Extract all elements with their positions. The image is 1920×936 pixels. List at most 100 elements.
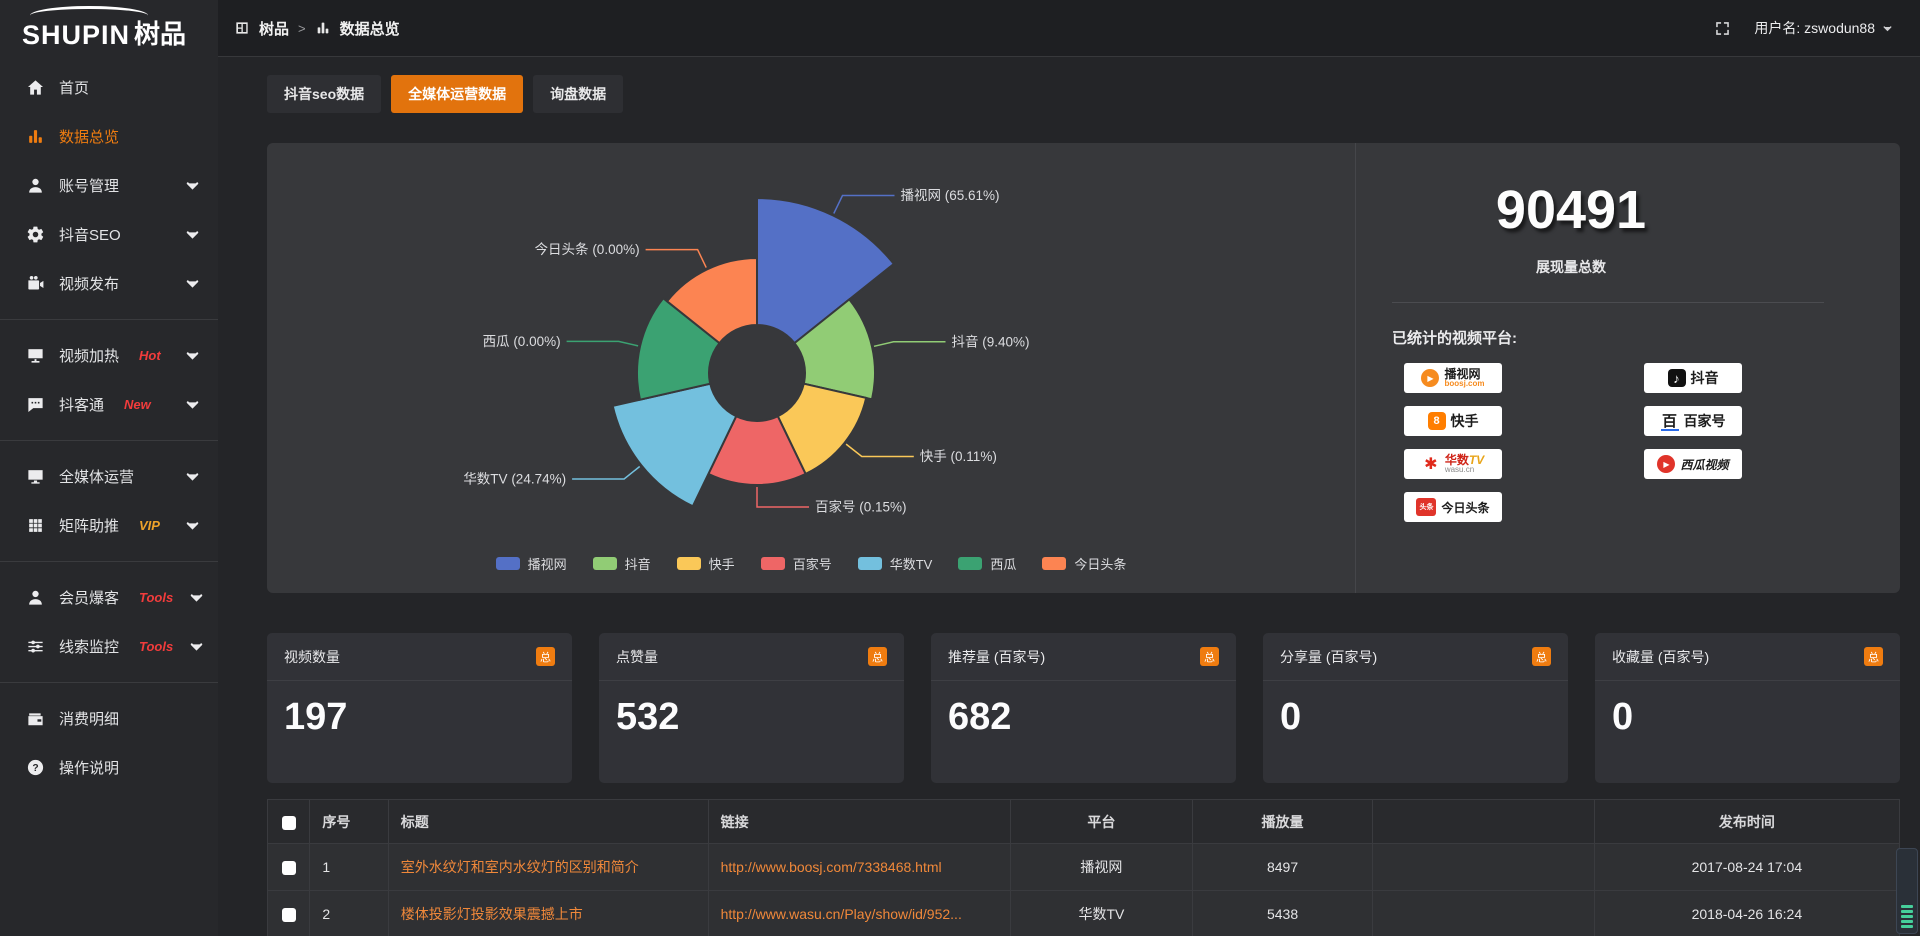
pie-label-line [873,341,946,348]
legend-label: 今日头条 [1074,557,1127,572]
cell-time: 2018-04-26 16:24 [1593,890,1901,936]
sidebar-item-1[interactable]: 数据总览 [0,112,218,161]
tab-2[interactable]: 询盘数据 [533,75,624,113]
sidebar-item-9[interactable]: 全媒体运营 [0,452,218,501]
breadcrumb: 树品 > 数据总览 [234,18,400,39]
legend-marker [857,557,882,570]
baijiahao-logo-icon: 百 [1660,412,1679,431]
data-tabs: 抖音seo数据 全媒体运营数据 询盘数据 [267,75,1900,113]
row-checkbox[interactable] [281,908,296,923]
legend-label: 播视网 [527,557,567,572]
cell-index: 1 [309,843,389,891]
pie-label: 西瓜 (0.00%) [483,334,561,349]
floating-widget[interactable] [1896,848,1918,934]
kuaishou-logo-icon: 8 [1427,412,1446,430]
sidebar-item-10[interactable]: 矩阵助推 VIP [0,501,218,550]
sidebar-item-6[interactable]: 视频加热 Hot [0,331,218,380]
sidebar-item-0[interactable]: 首页 [0,63,218,112]
sidebar-item-2[interactable]: 账号管理 [0,161,218,210]
chat-icon [26,395,45,414]
sidebar-item-label: 线索监控 [59,639,120,656]
cell-time: 2017-08-24 17:04 [1593,843,1901,891]
legend-item-5[interactable]: 西瓜 [958,554,1016,573]
sidebar-item-15[interactable]: 消费明细 [0,694,218,743]
bars-icon [315,20,331,36]
sidebar-divider [0,440,218,441]
sidebar-item-7[interactable]: 抖客通 New [0,380,218,429]
sidebar-item-badge: Tools [139,639,174,654]
sidebar-item-3[interactable]: 抖音SEO [0,210,218,259]
url-link[interactable]: http://www.wasu.cn/Play/show/id/952... [720,906,962,922]
pie-slice-0[interactable] [756,196,896,345]
topbar: 树品 > 数据总览 用户名: zswodun88 [218,0,1920,57]
legend-item-3[interactable]: 百家号 [760,554,832,573]
stat-card-2: 推荐量 (百家号) 总 682 [931,633,1236,783]
legend-marker [495,557,520,570]
logo-arc [30,6,148,25]
legend-item-6[interactable]: 今日头条 [1042,554,1126,573]
breadcrumb-item-home[interactable]: 树品 [259,20,290,38]
table-header-row: 序号 标题 链接 平台 播放量 发布时间 [266,799,1901,844]
platform-badge-wasu: ✱ 华数TV wasu.cn [1404,449,1502,479]
pie-slice-4[interactable] [611,382,738,508]
sidebar-item-label: 会员爆客 [59,590,120,607]
total-impressions-value: 90491 [1495,180,1647,240]
header-checkbox-cell [266,799,311,844]
legend-item-0[interactable]: 播视网 [495,554,567,573]
chevron-down-icon [183,395,202,414]
app-logo[interactable]: SHUPIN 树品 [0,0,218,57]
sidebar-item-13[interactable]: 线索监控 Tools [0,622,218,671]
stat-card-3: 分享量 (百家号) 总 0 [1263,633,1568,783]
cell-platform: 华数TV [1009,890,1194,936]
stat-card-0: 视频数量 总 197 [267,633,572,783]
total-badge: 总 [868,647,887,666]
sidebar-divider [0,682,218,683]
wasu-logo-icon: ✱ [1424,456,1438,473]
row-checkbox[interactable] [281,861,296,876]
legend-item-4[interactable]: 华数TV [857,554,933,573]
breadcrumb-separator: > [298,20,306,36]
legend-label: 华数TV [889,557,933,572]
sidebar: SHUPIN 树品 首页 数据总览 账号管理 抖音SEO 视频发布 视频加热 H… [0,0,218,936]
select-all-checkbox[interactable] [281,815,296,830]
url-link[interactable]: http://www.boosj.com/7338468.html [720,859,942,875]
sidebar-item-label: 账号管理 [59,178,120,195]
stat-card-title: 收藏量 (百家号) [1612,648,1710,665]
sidebar-divider [0,561,218,562]
user-menu[interactable]: 用户名: zswodun88 [1754,18,1894,38]
tab-1[interactable]: 全媒体运营数据 [391,75,524,113]
pie-label: 今日头条 (0.00%) [535,241,640,257]
chevron-down-icon [183,176,202,195]
sidebar-divider [0,319,218,320]
chevron-down-icon [1881,22,1894,35]
title-link[interactable]: 室外水纹灯和室内水纹灯的区别和简介 [400,859,639,875]
platform-grid: ▶ 播视网 boosj.com ♪ 抖音 8 快手 百百家号 ✱ 华数TV wasu.cn ▶ 西瓜视频… [1404,363,1900,522]
sidebar-item-4[interactable]: 视频发布 [0,259,218,308]
legend-item-1[interactable]: 抖音 [592,554,651,573]
column-header-2: 标题 [387,799,709,844]
pie-label: 播视网 (65.61%) [901,188,1000,203]
stat-card-title: 分享量 (百家号) [1280,648,1378,665]
pie-slice-5[interactable] [636,296,721,401]
title-link[interactable]: 楼体投影灯投影效果震撼上市 [400,906,583,922]
pie-slice-6[interactable] [665,256,758,345]
legend-label: 快手 [708,557,735,572]
sidebar-item-badge: New [124,397,151,412]
legend-marker [958,557,983,570]
sidebar-item-16[interactable]: ? 操作说明 [0,743,218,792]
pie-label-line [756,487,809,508]
svg-text:?: ? [32,763,38,774]
legend-item-2[interactable]: 快手 [676,554,735,573]
fullscreen-icon[interactable] [1713,19,1732,38]
pie-label: 抖音 (9.40%) [952,333,1030,349]
tab-0[interactable]: 抖音seo数据 [267,75,382,113]
legend-label: 抖音 [624,557,651,572]
pie-slice-1[interactable] [793,297,876,401]
cell-spacer [1371,843,1595,891]
sidebar-item-12[interactable]: 会员爆客 Tools [0,573,218,622]
sidebar-item-label: 抖音SEO [59,227,121,244]
cell-plays: 5438 [1192,890,1373,936]
row-checkbox-cell [266,890,311,936]
platform-badge-xigua: ▶ 西瓜视频 [1644,449,1742,479]
stat-card-value: 0 [1280,696,1302,738]
